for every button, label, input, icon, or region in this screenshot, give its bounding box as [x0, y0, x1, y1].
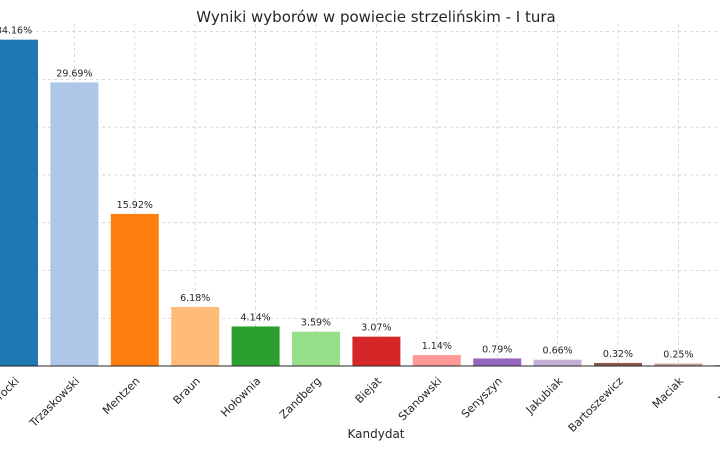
x-tick-label: Mentzen — [100, 375, 142, 417]
bar-stanowski — [412, 355, 461, 366]
data-label: 6.18% — [180, 293, 210, 304]
data-label: 15.92% — [117, 200, 153, 211]
bar-bartoszewicz — [594, 362, 642, 366]
x-tick-label: Biejat — [353, 374, 385, 406]
x-tick-label: Nawrocki — [0, 375, 22, 420]
data-label: 29.69% — [56, 68, 92, 79]
data-label: 0.66% — [543, 346, 573, 357]
data-label: 0.32% — [603, 349, 633, 360]
x-tick-label: Braun — [171, 375, 203, 407]
x-tick-label: Jakubiak — [523, 374, 566, 417]
data-labels: 34.16% 29.69% 15.92% 6.18% 4.14% 3.59% 3.07% 1.… — [0, 26, 693, 361]
bar-mentzen — [110, 213, 159, 366]
bar-nawrocki — [0, 39, 38, 366]
bar-braun — [171, 306, 220, 366]
x-tick-label: Maciak — [650, 374, 687, 411]
data-label: 3.07% — [361, 323, 391, 334]
bar-jakubiak — [533, 359, 582, 366]
x-axis-label: Kandydat — [347, 427, 404, 441]
x-tick-label: Woch — [716, 375, 720, 405]
x-tick-label: Senyszyn — [459, 375, 505, 421]
x-tick-labels: Nawrocki Trzaskowski Mentzen Braun Hołownia Z… — [0, 374, 720, 435]
grid-layer — [0, 24, 720, 367]
data-label: 3.59% — [301, 318, 331, 329]
data-label: 34.16% — [0, 26, 32, 37]
x-tick-label: Bartoszewicz — [566, 374, 626, 434]
bar-senyszyn — [473, 358, 522, 366]
bars — [0, 39, 720, 367]
chart-title: Wyniki wyborów w powiecie strzelińskim -… — [196, 8, 555, 26]
x-tick-label: Trzaskowski — [27, 375, 83, 431]
bar-maciak — [654, 363, 703, 366]
x-tick-label: Zandberg — [277, 375, 324, 422]
bar-trzaskowski — [50, 82, 99, 367]
x-tick-label: Hołownia — [218, 375, 263, 420]
data-label: 0.79% — [482, 344, 512, 355]
data-label: 1.14% — [422, 341, 452, 352]
bar-biejat — [352, 336, 401, 366]
x-tick-label: Stanowski — [396, 375, 445, 424]
data-label: 0.25% — [663, 350, 693, 361]
bar-hołownia — [231, 326, 280, 366]
data-label: 4.14% — [241, 312, 271, 323]
bar-zandberg — [292, 331, 340, 366]
